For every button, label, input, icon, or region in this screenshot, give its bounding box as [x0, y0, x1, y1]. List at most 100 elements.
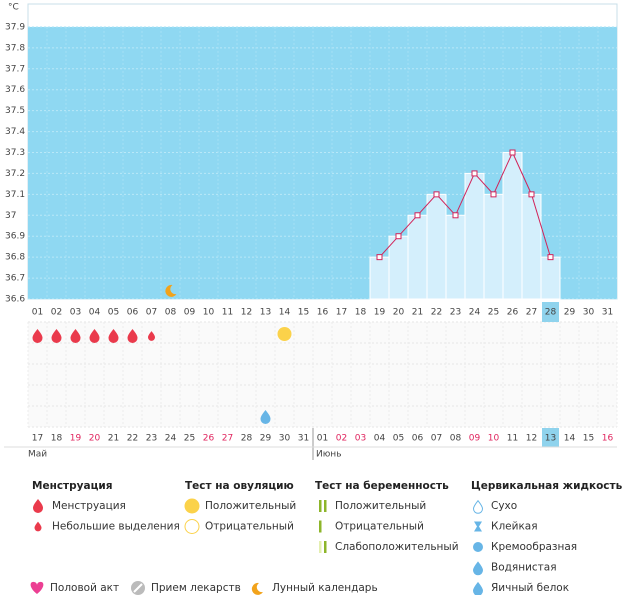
temperature-point [433, 191, 440, 198]
x-tick-label: 25 [488, 308, 499, 318]
x-tick-label: 05 [108, 308, 119, 318]
legend-icon [133, 583, 143, 593]
date-label: 12 [526, 434, 537, 444]
date-label: 08 [450, 434, 462, 444]
watery-icon [260, 410, 271, 424]
legend-title: Менструация [32, 480, 112, 492]
temperature-point [395, 233, 402, 240]
x-tick-label: 30 [583, 308, 595, 318]
menstruation-icon [51, 329, 62, 343]
x-tick-label: 09 [184, 308, 196, 318]
x-tick-label: 14 [279, 308, 291, 318]
legend-icon [324, 541, 327, 553]
temperature-bar [407, 214, 428, 300]
date-label: 30 [279, 434, 291, 444]
x-tick-label: 19 [374, 308, 386, 318]
date-label: 17 [32, 434, 43, 444]
x-tick-label: 20 [393, 308, 405, 318]
legend-icon [251, 582, 263, 595]
y-tick-label: 37.4 [5, 127, 25, 137]
date-label: 23 [146, 434, 157, 444]
legend-item: Менструация [52, 500, 126, 512]
date-label: 13 [545, 434, 556, 444]
date-label: 07 [431, 434, 442, 444]
legend-item: Сухо [491, 500, 517, 512]
legend-icon [319, 520, 322, 533]
legend-icon [319, 500, 322, 512]
info-area [28, 322, 617, 427]
legend-item: Лунный календарь [272, 582, 378, 594]
temperature-point [471, 170, 478, 177]
legend-icon [472, 561, 484, 576]
temperature-point [414, 212, 421, 219]
x-tick-label: 07 [146, 308, 157, 318]
temperature-line [379, 151, 551, 258]
date-label: 18 [51, 434, 63, 444]
legend-item: Слабоположительный [335, 541, 459, 553]
date-label: 22 [127, 434, 138, 444]
menstruation-icon [32, 329, 43, 343]
legend-item: Положительный [205, 500, 296, 512]
y-tick-label: 36.8 [5, 253, 25, 263]
legend-item: Небольшие выделения [52, 521, 180, 533]
menstruation-icon [108, 329, 119, 343]
menstruation-icon [89, 329, 100, 343]
day-highlight [542, 302, 559, 322]
date-label: 16 [602, 434, 614, 444]
legend-item: Отрицательный [205, 521, 294, 533]
ovulation-icon [277, 327, 292, 341]
y-tick-label: 36.7 [5, 274, 25, 284]
legend-icon [30, 581, 44, 594]
temperature-bar [426, 193, 447, 300]
legend-item: Клейкая [491, 521, 538, 533]
y-tick-label: 37.7 [5, 64, 25, 74]
date-label: 15 [583, 434, 594, 444]
date-label: 01 [317, 434, 328, 444]
y-axis-label: °C [8, 3, 19, 13]
temperature-point [528, 191, 535, 198]
date-label: 27 [222, 434, 233, 444]
date-label: 14 [564, 434, 576, 444]
x-tick-label: 13 [260, 308, 271, 318]
date-label: 25 [184, 434, 195, 444]
legend-icon [34, 521, 42, 532]
date-label: 11 [507, 434, 518, 444]
x-tick-label: 12 [241, 308, 252, 318]
legend-icon [324, 500, 327, 512]
temperature-bar [483, 193, 504, 300]
temperature-point [376, 254, 383, 261]
temperature-point [509, 149, 516, 156]
date-label: 10 [488, 434, 500, 444]
x-tick-label: 27 [526, 308, 537, 318]
date-label: 05 [393, 434, 404, 444]
y-tick-label: 37.5 [5, 106, 25, 116]
y-tick-label: 37.9 [5, 22, 25, 32]
x-tick-label: 04 [89, 308, 101, 318]
legend-item: Половой акт [50, 582, 119, 594]
date-label: 21 [108, 434, 119, 444]
legend-icon [472, 499, 484, 514]
legend-icon [472, 581, 484, 595]
y-tick-label: 37.3 [5, 148, 25, 158]
month-label: Май [28, 450, 47, 460]
temperature-point [547, 254, 554, 261]
temperature-bar [502, 152, 523, 300]
temperature-bar [464, 172, 485, 300]
date-label: 09 [469, 434, 481, 444]
date-label: 28 [241, 434, 253, 444]
x-tick-label: 03 [70, 308, 81, 318]
temperature-point [490, 191, 497, 198]
date-label: 26 [203, 434, 215, 444]
y-tick-label: 36.6 [5, 295, 25, 305]
x-tick-label: 02 [51, 308, 62, 318]
x-tick-label: 06 [127, 308, 139, 318]
x-tick-label: 28 [545, 308, 557, 318]
x-tick-label: 26 [507, 308, 519, 318]
x-tick-label: 10 [203, 308, 215, 318]
moon-icon [165, 284, 177, 297]
y-tick-label: 36.9 [5, 232, 25, 242]
legend-item: Водянистая [491, 562, 557, 574]
temperature-bar [388, 235, 409, 300]
date-label: 06 [412, 434, 424, 444]
legend-icon [33, 499, 43, 513]
